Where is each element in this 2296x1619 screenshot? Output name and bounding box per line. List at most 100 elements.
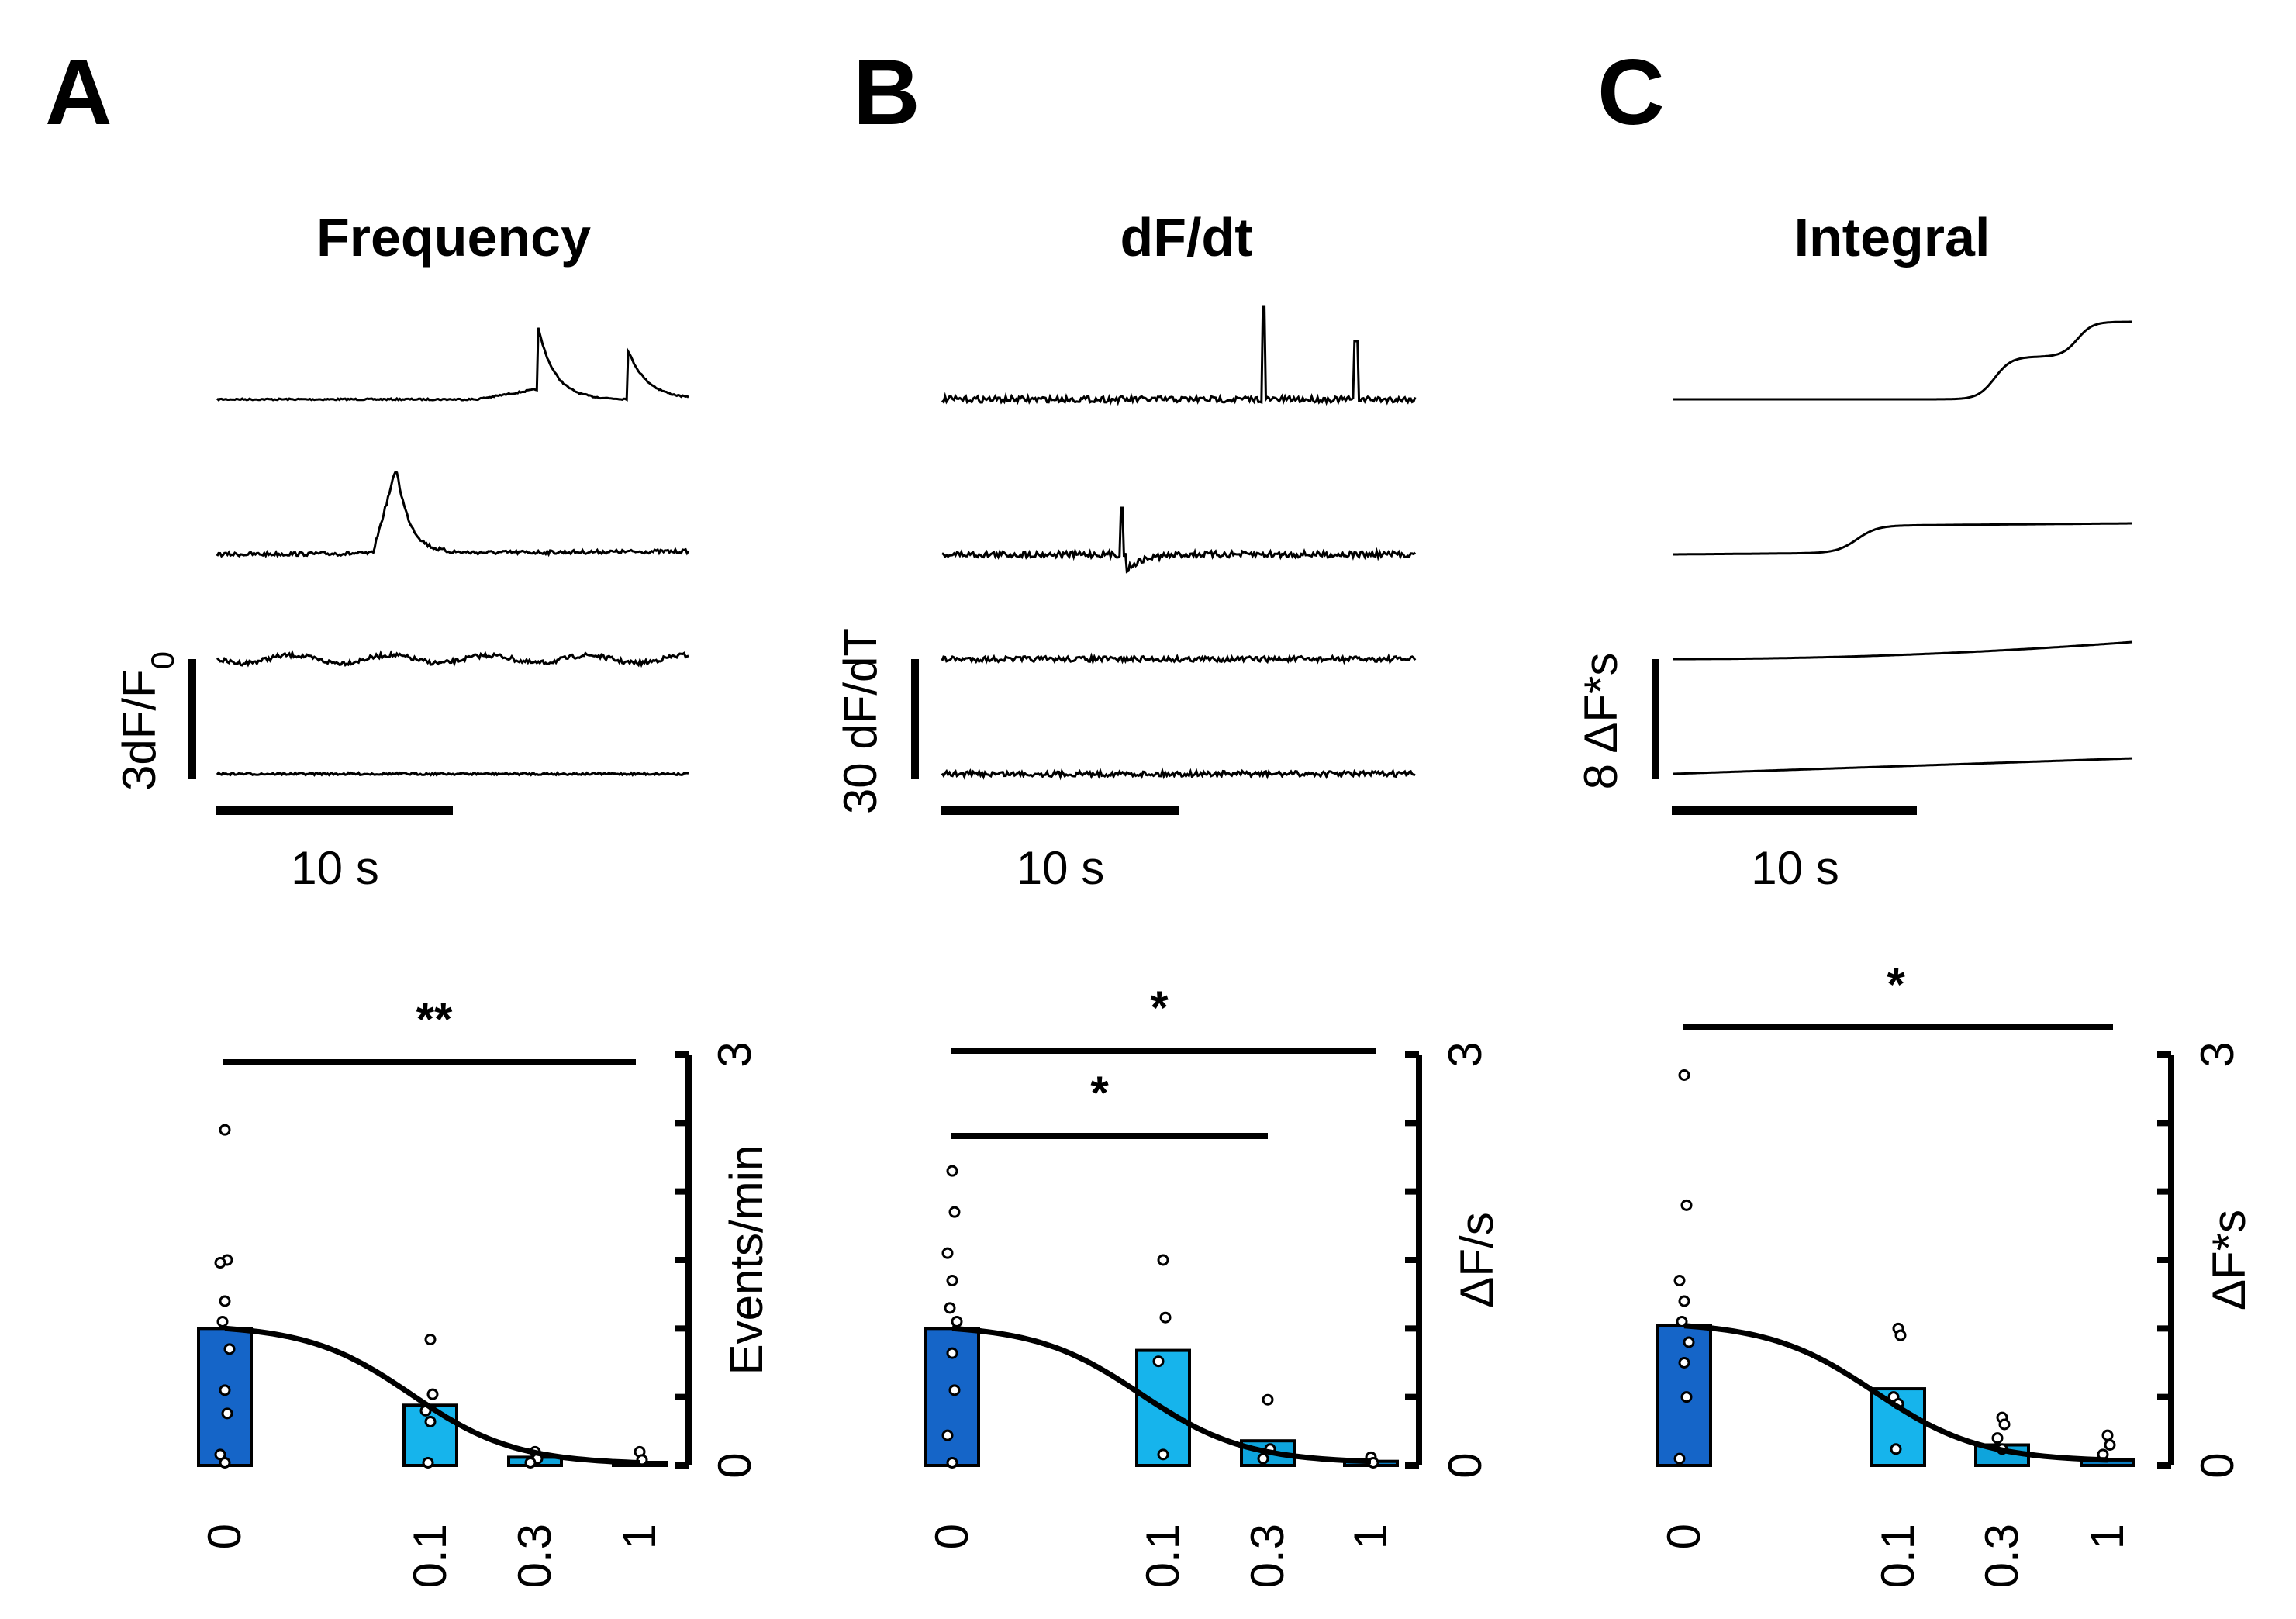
y-axis-label: ΔF/s (1451, 1212, 1503, 1307)
trace-1 (216, 327, 689, 402)
trace-3 (216, 649, 689, 668)
data-point (946, 1275, 958, 1286)
data-point (946, 1456, 958, 1469)
panel-letter: C (1597, 40, 1665, 144)
trace-3 (941, 652, 1417, 665)
data-point (214, 1448, 226, 1461)
trace-4 (1673, 757, 2133, 775)
fit-curve (224, 1325, 640, 1465)
data-point (1676, 1316, 1688, 1327)
data-point (219, 1124, 231, 1136)
x-tick-label: 0 (926, 1524, 978, 1549)
trace-4 (941, 767, 1416, 781)
fit-curve (1683, 1323, 2108, 1463)
data-point (1678, 1069, 1690, 1081)
significance-label: * (1090, 1067, 1109, 1119)
bar-1 (2080, 1458, 2135, 1468)
data-point (948, 1206, 961, 1218)
panel-title: Integral (1794, 207, 1990, 268)
trace-2 (941, 506, 1417, 574)
significance-label: ** (416, 993, 453, 1045)
data-point (941, 1247, 954, 1259)
trace-4 (216, 771, 689, 777)
bar-0_1 (402, 1403, 458, 1468)
scale-label-y: 8 ΔF*s (1575, 653, 1627, 790)
scale-label-x: 10 s (1017, 842, 1104, 894)
data-point (1159, 1311, 1172, 1324)
y-tick-label: 3 (1439, 1041, 1491, 1067)
data-point (223, 1343, 236, 1355)
fit-curve (951, 1325, 1372, 1465)
data-point (944, 1302, 956, 1314)
y-axis-label: ΔF*s (2203, 1210, 2255, 1310)
x-tick-label: 0.1 (1872, 1524, 1924, 1588)
data-point (422, 1456, 434, 1469)
data-point (941, 1429, 954, 1441)
data-point (1157, 1254, 1169, 1266)
data-point (946, 1347, 958, 1359)
data-point (216, 1316, 229, 1327)
data-point (1157, 1448, 1169, 1461)
scale-label-x: 10 s (291, 842, 378, 894)
y-tick-label: 0 (1439, 1452, 1491, 1478)
scale-label-x: 10 s (1751, 842, 1839, 894)
data-point (214, 1257, 226, 1269)
y-tick-label: 0 (709, 1452, 761, 1478)
bar-0 (197, 1327, 253, 1468)
y-tick-label: 3 (709, 1041, 761, 1067)
data-point (946, 1165, 958, 1177)
data-point (221, 1407, 233, 1420)
y-axis-label: Events/min (720, 1145, 772, 1376)
data-point (1673, 1275, 1686, 1286)
data-point (2104, 1439, 2116, 1451)
x-tick-label: 0.3 (509, 1524, 561, 1588)
x-tick-label: 1 (2081, 1524, 2133, 1549)
data-point (219, 1456, 231, 1469)
x-tick-label: 0.3 (1976, 1524, 2028, 1588)
data-point (951, 1316, 963, 1327)
trace-2 (1673, 522, 2132, 556)
panel-title: Frequency (316, 207, 591, 268)
panel-title: dF/dt (1120, 207, 1252, 268)
data-point (524, 1456, 537, 1469)
data-point (424, 1415, 437, 1427)
x-tick-label: 0.1 (404, 1524, 456, 1588)
data-point (1680, 1391, 1693, 1403)
panel-letter: A (45, 40, 112, 144)
data-point (1894, 1329, 1907, 1341)
trace-1 (941, 305, 1417, 406)
data-point (1678, 1357, 1690, 1369)
y-tick-label: 0 (2191, 1452, 2243, 1478)
data-point (1683, 1336, 1695, 1348)
data-point (1257, 1452, 1269, 1465)
data-point (219, 1295, 231, 1307)
trace-1 (1673, 320, 2132, 401)
data-point (219, 1384, 231, 1396)
y-tick-label: 3 (2191, 1041, 2243, 1067)
scale-label-y: 30 dF/dT (834, 628, 886, 814)
data-point (1890, 1443, 1902, 1455)
data-point (948, 1384, 961, 1396)
x-tick-label: 1 (613, 1524, 665, 1549)
significance-label: * (1150, 982, 1169, 1034)
data-point (424, 1333, 437, 1345)
significance-label: * (1887, 958, 1905, 1010)
x-tick-label: 0.3 (1241, 1524, 1293, 1588)
x-tick-label: 0 (199, 1524, 250, 1549)
data-point (426, 1388, 439, 1400)
x-tick-label: 0.1 (1137, 1524, 1189, 1588)
panel-c: C Integral 8 ΔF*s 10 s 0 3 ΔF*s 0 0.1 0.3 1 * (1575, 40, 2255, 1588)
data-point (2101, 1429, 2114, 1441)
data-point (1991, 1432, 2004, 1445)
data-point (1262, 1393, 1274, 1406)
panel-b: BdF/dt 30 dF/dT 10 s 0 3 ΔF/s 0 0.1 0.3 1 * * (834, 40, 1503, 1588)
subscript: 0 (144, 651, 181, 669)
data-point (1678, 1295, 1690, 1307)
trace-3 (1673, 640, 2133, 661)
x-tick-label: 1 (1345, 1524, 1397, 1549)
data-point (1998, 1418, 2011, 1431)
data-point (1673, 1452, 1686, 1465)
data-point (1680, 1199, 1693, 1211)
